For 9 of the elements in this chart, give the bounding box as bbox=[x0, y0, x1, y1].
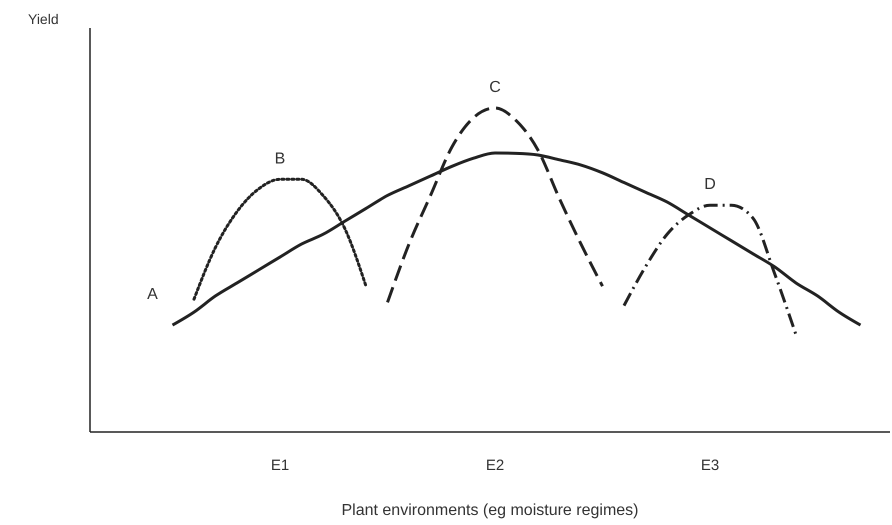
x-tick-label: E1 bbox=[270, 457, 290, 474]
text: Yield bbox=[28, 11, 59, 27]
x-axis-title: Plant environments (eg moisture regimes) bbox=[341, 502, 639, 519]
series-label: A bbox=[147, 286, 158, 304]
series-label: C bbox=[489, 79, 501, 96]
x-tick-label: E2 bbox=[486, 457, 504, 474]
series-label: D bbox=[704, 176, 716, 194]
series-label: B bbox=[274, 150, 286, 168]
x-tick-label: E3 bbox=[700, 457, 720, 474]
